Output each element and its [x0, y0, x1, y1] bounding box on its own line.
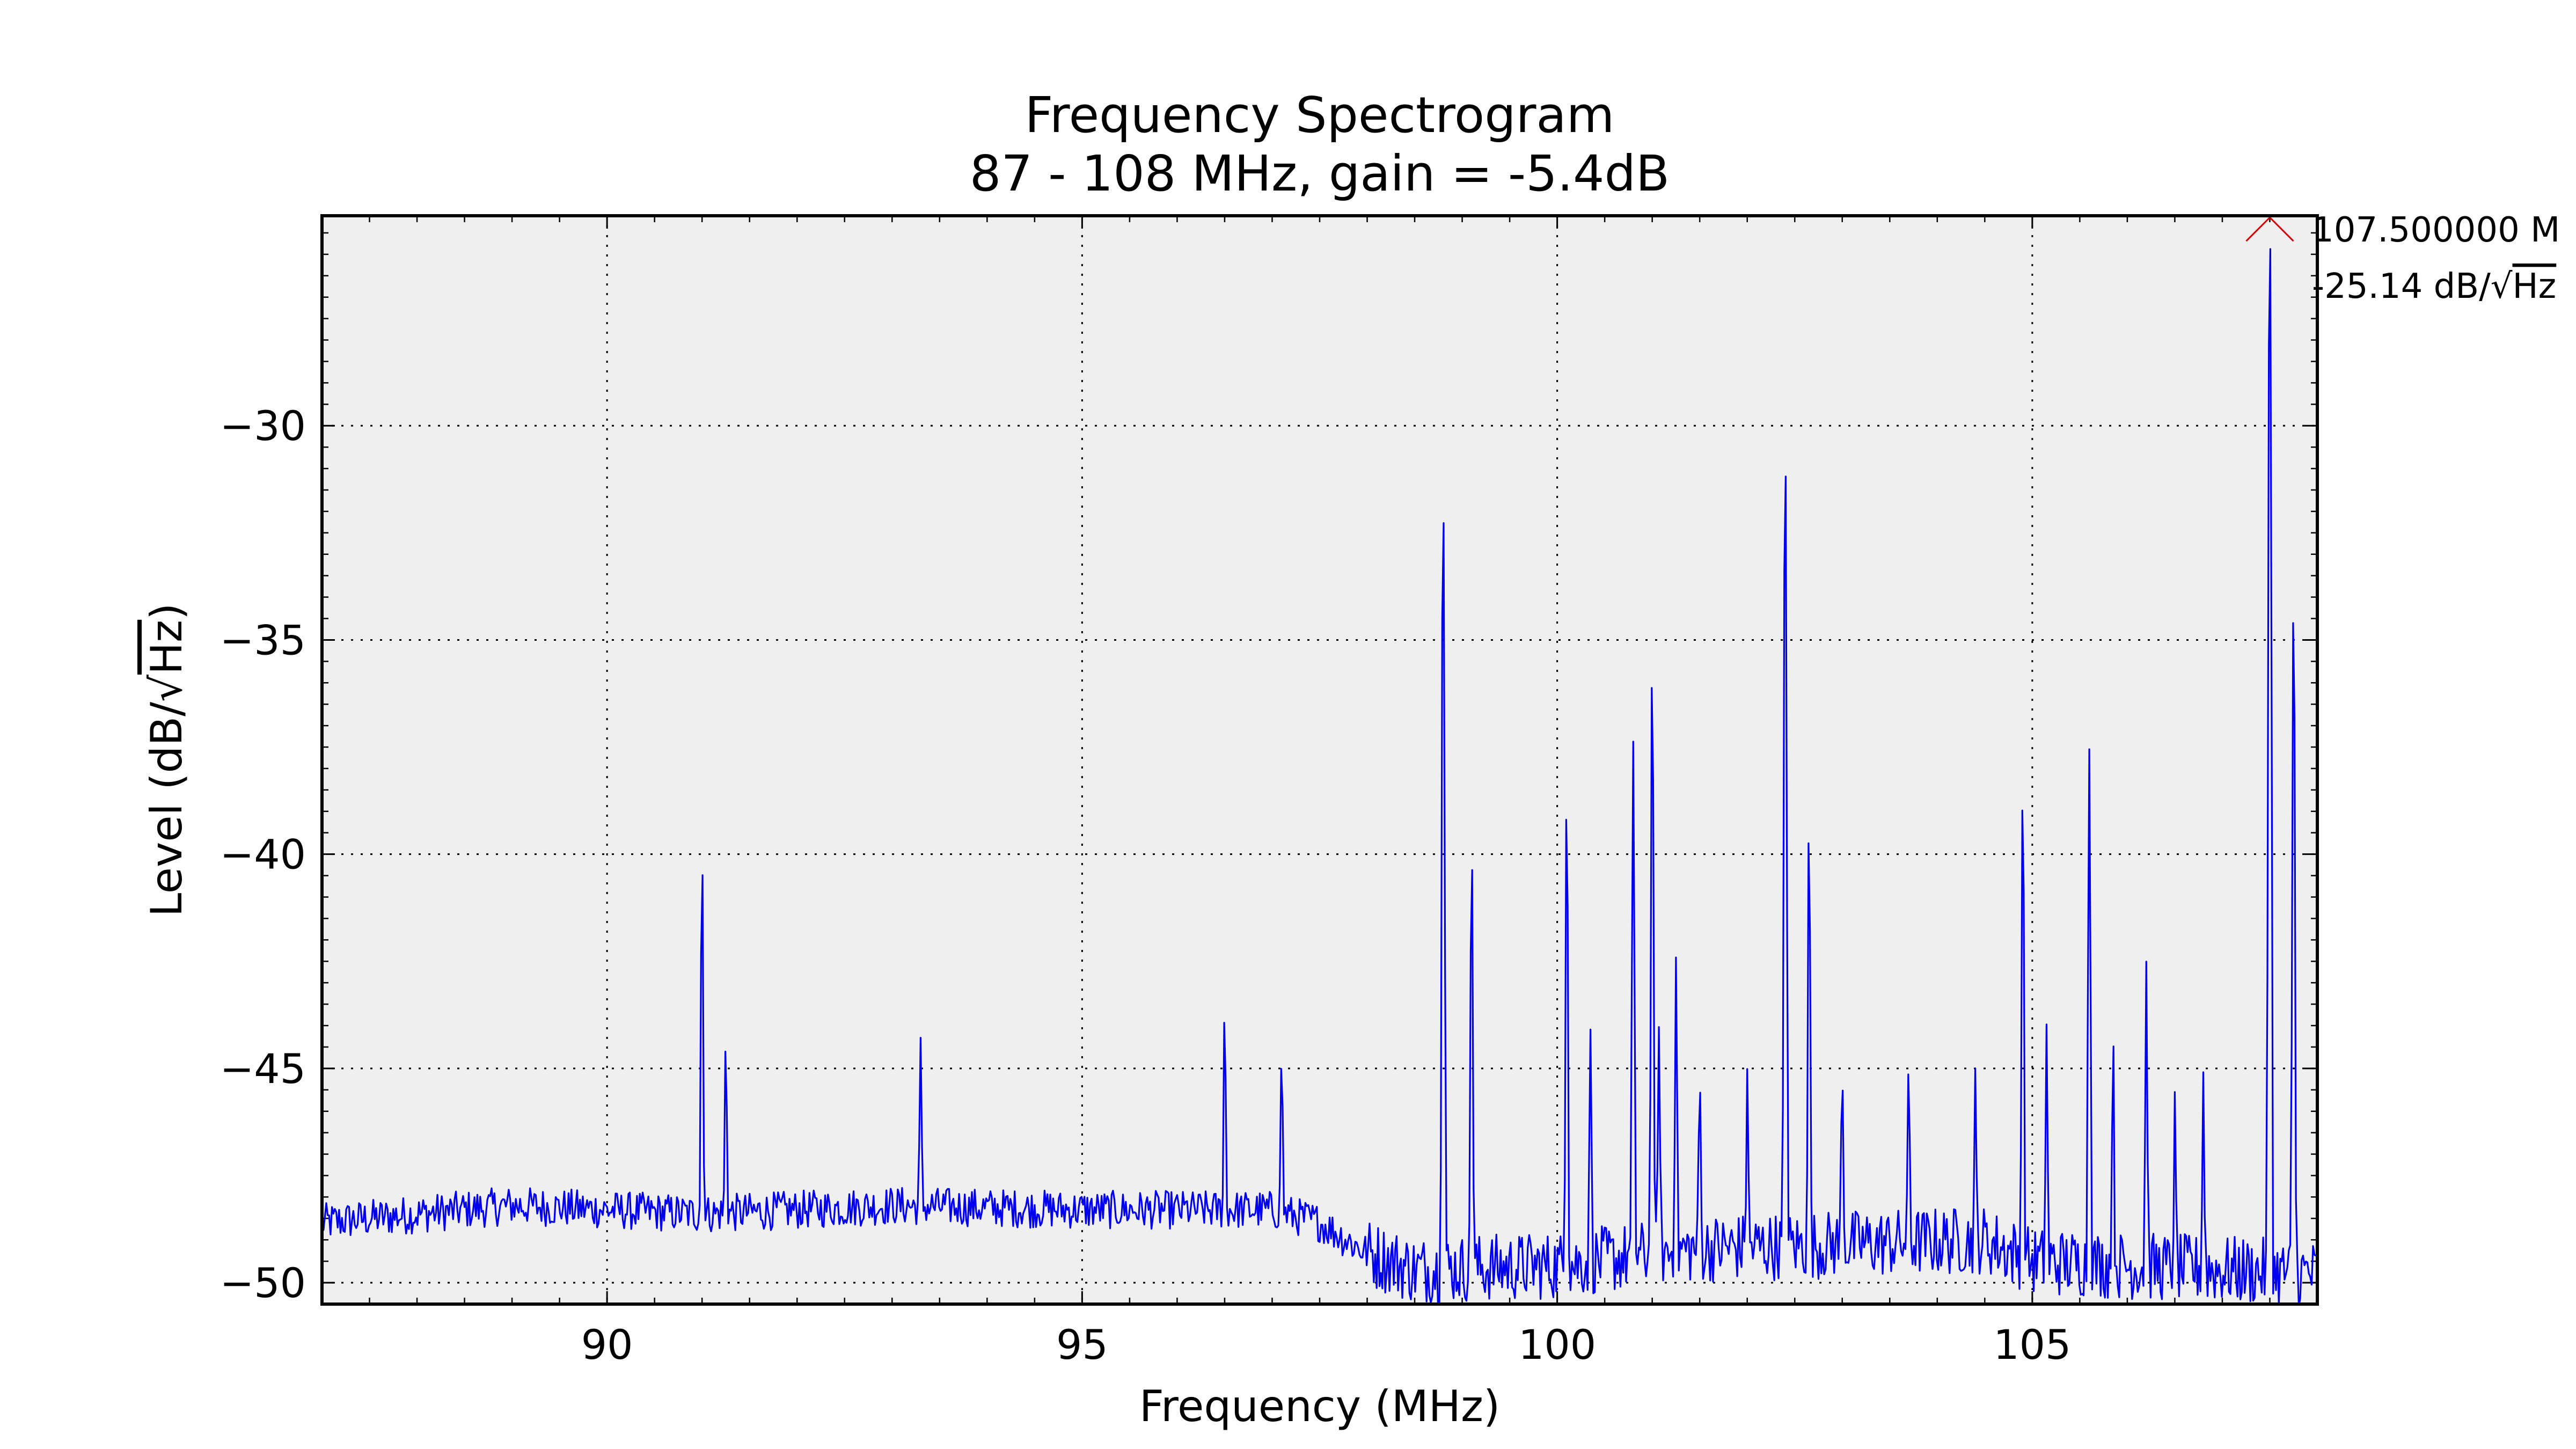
max-marker-level-prefix: -25.14 dB/ [2312, 267, 2491, 306]
y-tick-label: −40 [220, 831, 306, 879]
max-marker-level-label: -25.14 dB/√Hz [2312, 267, 2556, 306]
max-marker-sqrt-unit: Hz [2513, 267, 2557, 306]
chart-subtitle: 87 - 108 MHz, gain = -5.4dB [970, 145, 1670, 202]
grid-lines [322, 216, 2317, 1304]
y-tick-labels: −50 −45 −40 −35 −30 [220, 402, 306, 1307]
y-axis-label-prefix: Level (dB/ [142, 702, 192, 917]
y-tick-label: −30 [220, 402, 306, 450]
max-level-marker [2245, 216, 2294, 242]
x-axis-label: Frequency (MHz) [1139, 1381, 1500, 1431]
y-axis-sqrt-unit: Hz [142, 620, 192, 675]
y-tick-label: −35 [220, 616, 306, 664]
y-tick-label: −45 [220, 1045, 306, 1093]
y-tick-label: −50 [220, 1259, 306, 1307]
x-tick-label: 100 [1518, 1321, 1596, 1368]
plot-frame [320, 214, 2319, 1306]
max-marker-frequency-label: 107.500000 M [2312, 210, 2560, 250]
y-axis-label-suffix: ) [142, 603, 192, 620]
x-tick-label: 95 [1056, 1321, 1108, 1368]
y-axis-sqrt-sign: √ [142, 675, 192, 702]
y-axis-label: Level (dB/√Hz) [142, 603, 192, 917]
max-marker-sqrt-sign: √ [2491, 267, 2513, 306]
max-marker-caret [2245, 216, 2294, 242]
x-tick-label: 105 [1993, 1321, 2071, 1368]
spectrum-series-line [322, 248, 2317, 1304]
x-tick-label: 90 [581, 1321, 633, 1368]
chart-title: Frequency Spectrogram [1025, 86, 1615, 144]
plot-area [322, 216, 2317, 1304]
x-tick-labels: 90 95 100 105 [581, 1321, 2072, 1368]
